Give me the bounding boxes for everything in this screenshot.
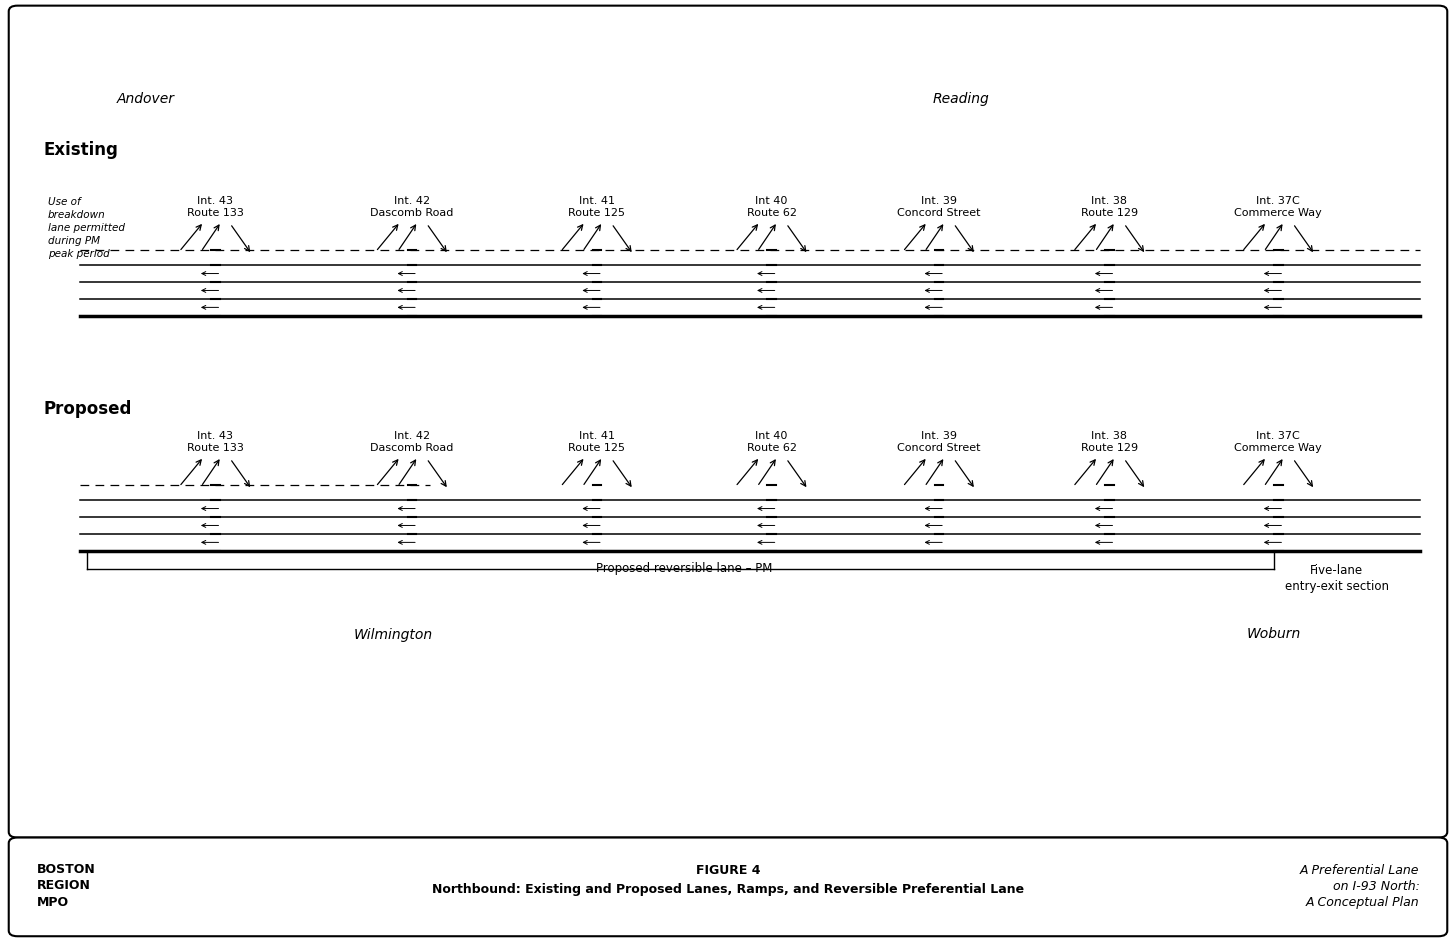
Text: Int 40
Route 62: Int 40 Route 62 bbox=[747, 431, 796, 453]
Text: Proposed reversible lane – PM: Proposed reversible lane – PM bbox=[596, 562, 773, 575]
Text: Int. 43
Route 133: Int. 43 Route 133 bbox=[186, 196, 245, 218]
Text: Use of
breakdown
lane permitted
during PM
peak period: Use of breakdown lane permitted during P… bbox=[48, 197, 125, 259]
Text: Int. 41
Route 125: Int. 41 Route 125 bbox=[568, 196, 626, 218]
Text: on I-93 North:: on I-93 North: bbox=[1332, 880, 1420, 893]
Text: Int. 42
Dascomb Road: Int. 42 Dascomb Road bbox=[370, 431, 454, 453]
Text: Int. 43
Route 133: Int. 43 Route 133 bbox=[186, 431, 245, 453]
Text: Existing: Existing bbox=[44, 141, 118, 160]
Text: A Preferential Lane: A Preferential Lane bbox=[1300, 864, 1420, 877]
Text: Reading: Reading bbox=[933, 92, 989, 105]
Text: Northbound: Existing and Proposed Lanes, Ramps, and Reversible Preferential Lane: Northbound: Existing and Proposed Lanes,… bbox=[432, 883, 1024, 896]
Text: Int. 37C
Commerce Way: Int. 37C Commerce Way bbox=[1235, 431, 1322, 453]
Text: A Conceptual Plan: A Conceptual Plan bbox=[1306, 896, 1420, 909]
Text: Wilmington: Wilmington bbox=[354, 628, 432, 641]
Text: REGION: REGION bbox=[36, 879, 90, 892]
Text: Five-lane
entry-exit section: Five-lane entry-exit section bbox=[1284, 564, 1389, 593]
Text: Int 40
Route 62: Int 40 Route 62 bbox=[747, 196, 796, 218]
Text: Int. 38
Route 129: Int. 38 Route 129 bbox=[1080, 196, 1139, 218]
Text: Int. 39
Concord Street: Int. 39 Concord Street bbox=[897, 196, 981, 218]
Text: BOSTON: BOSTON bbox=[36, 863, 95, 876]
Text: Int. 39
Concord Street: Int. 39 Concord Street bbox=[897, 431, 981, 453]
Text: Int. 41
Route 125: Int. 41 Route 125 bbox=[568, 431, 626, 453]
Text: Proposed: Proposed bbox=[44, 400, 132, 418]
Text: FIGURE 4: FIGURE 4 bbox=[696, 864, 760, 877]
Text: Int. 37C
Commerce Way: Int. 37C Commerce Way bbox=[1235, 196, 1322, 218]
Text: Woburn: Woburn bbox=[1246, 628, 1302, 641]
Text: Int. 38
Route 129: Int. 38 Route 129 bbox=[1080, 431, 1139, 453]
Text: Int. 42
Dascomb Road: Int. 42 Dascomb Road bbox=[370, 196, 454, 218]
FancyBboxPatch shape bbox=[9, 838, 1447, 936]
FancyBboxPatch shape bbox=[9, 6, 1447, 838]
Text: Andover: Andover bbox=[116, 92, 175, 105]
Text: MPO: MPO bbox=[36, 896, 68, 909]
